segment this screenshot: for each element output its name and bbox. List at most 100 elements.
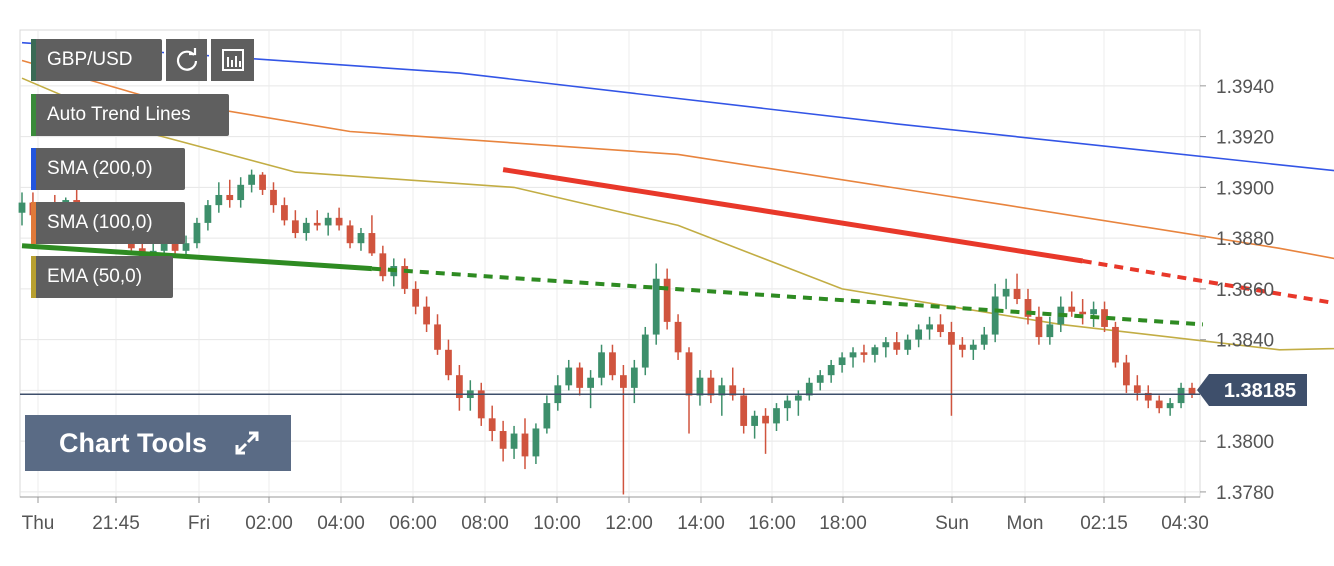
indicator-color-bar bbox=[31, 148, 36, 190]
x-tick-label: 06:00 bbox=[389, 513, 437, 534]
x-tick-label: 21:45 bbox=[92, 513, 140, 534]
candle-body bbox=[248, 174, 256, 185]
candle-body bbox=[1166, 403, 1174, 409]
candle-body bbox=[1101, 309, 1108, 327]
candle-body bbox=[215, 194, 223, 206]
symbol-label: GBP/USD bbox=[47, 49, 133, 70]
candle-body bbox=[718, 385, 726, 396]
candle-body bbox=[784, 400, 791, 409]
candle-body bbox=[226, 194, 234, 201]
candle-body bbox=[958, 344, 966, 350]
y-tick-label: 1.3940 bbox=[1216, 77, 1274, 98]
candle-body bbox=[980, 334, 988, 345]
x-tick-label: Fri bbox=[188, 513, 210, 534]
indicator-chip-sma200[interactable]: SMA (200,0) bbox=[31, 148, 185, 190]
candle-body bbox=[543, 403, 551, 429]
refresh-icon bbox=[176, 48, 197, 71]
candle-body bbox=[740, 395, 748, 426]
candle-body bbox=[751, 415, 759, 426]
candle-body bbox=[1090, 309, 1097, 315]
candle-body bbox=[598, 352, 605, 378]
candle-body bbox=[1035, 316, 1043, 338]
x-tick-label: 04:00 bbox=[317, 513, 365, 534]
candle-body bbox=[838, 357, 846, 366]
candle-body bbox=[926, 324, 933, 330]
trend-support-dashed bbox=[371, 266, 1204, 327]
candle-body bbox=[412, 288, 420, 307]
candle-body bbox=[641, 334, 649, 368]
x-tick-label: 04:30 bbox=[1161, 513, 1209, 534]
candle-body bbox=[532, 428, 540, 457]
y-tick-label: 1.3880 bbox=[1216, 229, 1274, 250]
x-tick-label: 08:00 bbox=[461, 513, 509, 534]
x-tick-label: 02:00 bbox=[245, 513, 293, 534]
candle-body bbox=[1177, 387, 1185, 404]
refresh-button[interactable] bbox=[164, 39, 207, 81]
candle-body bbox=[794, 395, 802, 401]
candle-body bbox=[434, 324, 441, 350]
symbol-chip[interactable]: GBP/USD bbox=[31, 39, 162, 81]
candle-body bbox=[827, 365, 835, 376]
y-tick-label: 1.3800 bbox=[1216, 432, 1274, 453]
candle-body bbox=[904, 339, 912, 350]
indicator-label: EMA (50,0) bbox=[47, 266, 143, 287]
candle-body bbox=[893, 342, 901, 350]
candle-body bbox=[587, 377, 594, 388]
indicator-chip-sma100[interactable]: SMA (100,0) bbox=[31, 202, 185, 244]
candle-body bbox=[1013, 288, 1021, 300]
candle-body bbox=[685, 352, 693, 396]
candle-body bbox=[663, 278, 671, 322]
y-tick-label: 1.3900 bbox=[1216, 178, 1274, 199]
x-tick-label: Thu bbox=[22, 513, 55, 534]
indicator-chip-trend-lines[interactable]: Auto Trend Lines bbox=[31, 94, 229, 136]
y-tick-label: 1.3840 bbox=[1216, 331, 1274, 352]
candle-body bbox=[762, 415, 769, 424]
candle-body bbox=[281, 205, 288, 221]
candle-body bbox=[302, 222, 310, 234]
candle-body bbox=[729, 385, 737, 396]
current-price-value: 1.38185 bbox=[1224, 380, 1296, 402]
candle-body bbox=[915, 329, 923, 340]
candle-body bbox=[521, 433, 529, 457]
candle-body bbox=[401, 266, 409, 289]
candle-body bbox=[620, 375, 627, 388]
indicator-color-bar bbox=[31, 94, 36, 136]
candle-body bbox=[510, 433, 518, 449]
candle-body bbox=[609, 352, 616, 376]
candle-body bbox=[193, 222, 201, 244]
expand-icon bbox=[235, 431, 259, 455]
candle-body bbox=[445, 349, 452, 376]
candle-body bbox=[204, 205, 212, 223]
candle-body bbox=[313, 222, 321, 226]
trend-support-solid bbox=[21, 243, 373, 272]
y-tick-label: 1.3860 bbox=[1216, 280, 1274, 301]
indicator-label: SMA (200,0) bbox=[47, 158, 153, 179]
candle-body bbox=[1002, 288, 1010, 297]
x-tick-label: Mon bbox=[1007, 513, 1044, 534]
candle-body bbox=[882, 342, 890, 348]
candle-body bbox=[1046, 324, 1054, 338]
candle-body bbox=[291, 220, 299, 234]
chart-type-button[interactable] bbox=[209, 39, 254, 81]
candle-body bbox=[576, 367, 584, 388]
candle-body bbox=[1188, 387, 1196, 395]
candle-body bbox=[357, 233, 365, 244]
candle-body bbox=[477, 390, 485, 419]
indicator-chip-ema50[interactable]: EMA (50,0) bbox=[31, 256, 173, 298]
candle-body bbox=[991, 296, 999, 335]
candle-body bbox=[237, 184, 245, 201]
x-tick-label: Sun bbox=[935, 513, 969, 534]
candle-body bbox=[674, 321, 682, 353]
chart-tools-button[interactable]: Chart Tools bbox=[25, 415, 291, 471]
candle-body bbox=[630, 367, 638, 388]
symbol-chip-bar bbox=[31, 39, 36, 81]
indicator-color-bar bbox=[31, 202, 36, 244]
candle-body bbox=[368, 233, 376, 254]
candle-body bbox=[1133, 385, 1141, 393]
candle-body bbox=[171, 238, 179, 251]
candle-body bbox=[969, 344, 977, 350]
candle-body bbox=[707, 377, 715, 396]
candle-body bbox=[488, 418, 496, 432]
candle-body bbox=[652, 278, 660, 335]
